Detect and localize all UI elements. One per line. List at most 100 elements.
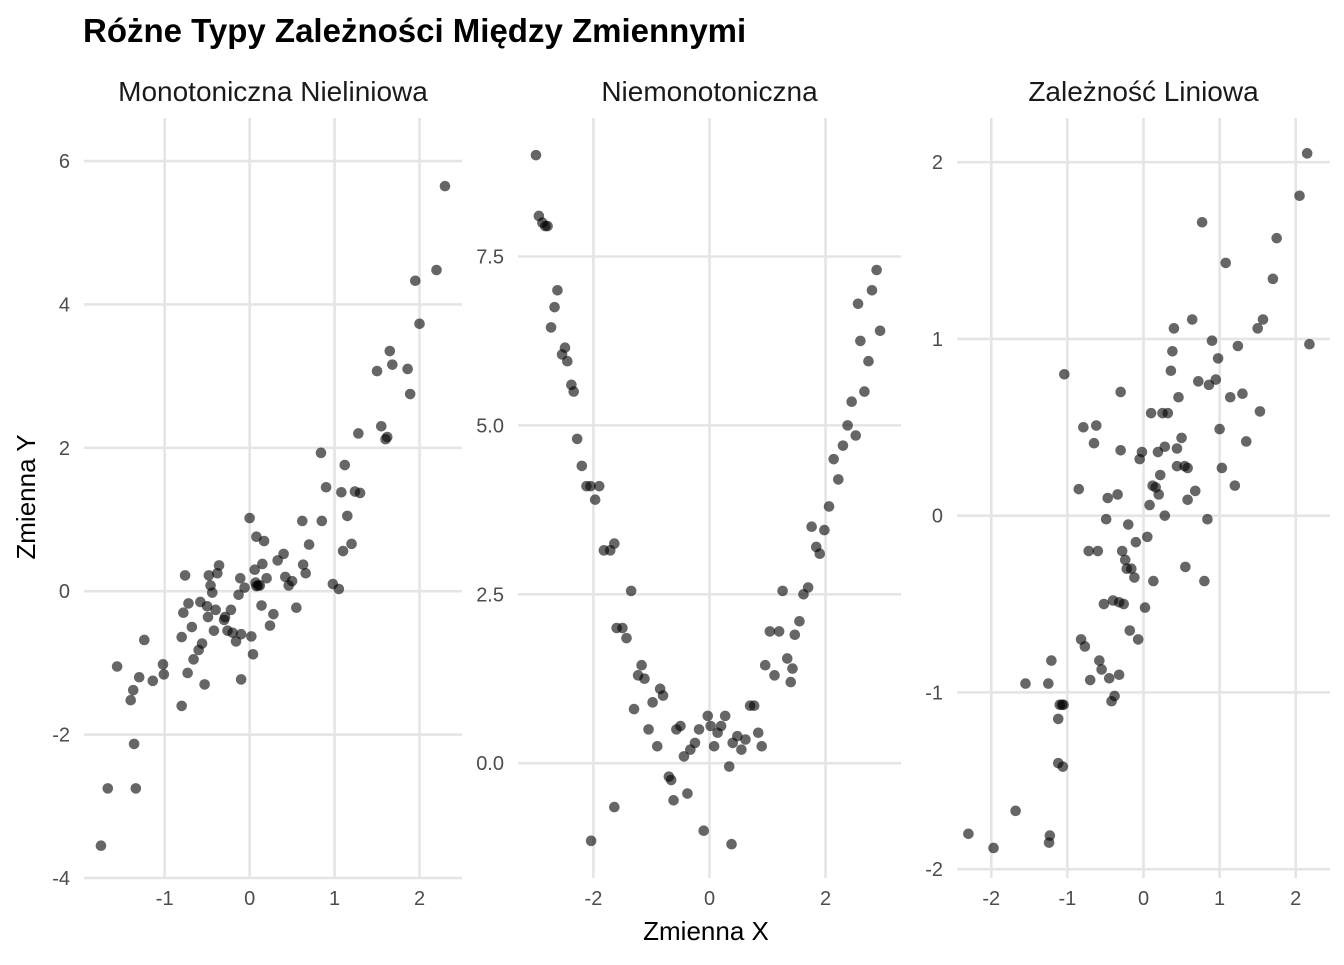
y-tick-label: 4 <box>59 294 70 316</box>
scatter-point <box>764 626 776 637</box>
scatter-point <box>1240 436 1252 447</box>
scatter-point <box>1044 830 1056 841</box>
scatter-point <box>178 607 189 619</box>
scatter-point <box>133 671 145 683</box>
scatter-point <box>1159 441 1171 453</box>
scatter-point <box>609 801 620 813</box>
scatter-point <box>300 567 312 579</box>
scatter-point <box>234 573 246 584</box>
scatter-point <box>384 345 396 357</box>
scatter-point <box>702 710 714 722</box>
scatter-point <box>1257 314 1269 325</box>
scatter-point <box>1145 407 1157 419</box>
scatter-point <box>1176 432 1187 444</box>
chart-title: Różne Typy Zależności Między Zmiennymi <box>83 12 746 49</box>
scatter-point <box>261 573 272 584</box>
scatter-point <box>199 679 210 690</box>
scatter-point <box>559 342 571 353</box>
scatter-point <box>1220 257 1232 269</box>
scatter-point <box>1132 634 1144 645</box>
scatter-point <box>693 724 705 735</box>
scatter-point <box>202 611 214 623</box>
scatter-point <box>781 653 793 664</box>
scatter-point <box>404 388 416 400</box>
x-tick-label: 0 <box>244 888 255 910</box>
scatter-point <box>158 669 170 680</box>
scatter-point <box>682 788 693 799</box>
scatter-point <box>1073 483 1085 495</box>
scatter-point <box>1103 672 1115 684</box>
x-tick-label: 1 <box>1214 888 1225 910</box>
y-tick-label: -1 <box>925 682 943 704</box>
scatter-point <box>333 583 345 595</box>
scatter-point <box>297 559 309 570</box>
scatter-point <box>182 667 193 679</box>
scatter-point <box>552 284 563 296</box>
scatter-point <box>833 474 844 485</box>
y-tick-label: -2 <box>925 859 943 881</box>
scatter-point <box>147 675 159 687</box>
scatter-point <box>837 440 849 451</box>
scatter-point <box>1084 674 1096 686</box>
scatter-point <box>233 589 244 601</box>
scatter-point <box>1129 572 1140 583</box>
scatter-point <box>777 585 788 597</box>
scatter-point <box>562 355 573 367</box>
x-tick-label: 0 <box>1138 888 1149 910</box>
scatter-point <box>268 608 279 620</box>
facet-title: Zależność Liniowa <box>1028 76 1259 107</box>
scatter-point <box>1154 469 1166 481</box>
scatter-point <box>698 825 709 837</box>
scatter-point <box>402 363 413 375</box>
scatter-point <box>1098 598 1110 610</box>
scatter-point <box>678 751 690 762</box>
scatter-point <box>1182 494 1193 506</box>
scatter-point <box>814 548 826 560</box>
scatter-point <box>342 510 353 522</box>
scatter-point <box>1059 368 1070 380</box>
scatter-point <box>1126 563 1137 574</box>
scatter-point <box>1173 391 1184 403</box>
scatter-point <box>871 264 882 276</box>
scatter-point <box>1301 148 1313 159</box>
scatter-point <box>219 611 231 623</box>
scatter-point <box>139 634 150 646</box>
scatter-point <box>785 676 797 688</box>
scatter-point <box>1130 536 1142 548</box>
y-tick-label: 1 <box>932 329 943 351</box>
scatter-point <box>719 710 731 722</box>
y-tick-label: 2 <box>59 438 70 460</box>
scatter-point <box>196 638 208 649</box>
scatter-point <box>859 386 870 397</box>
scatter-point <box>1147 480 1158 491</box>
scatter-point <box>1079 641 1091 652</box>
scatter-point <box>1254 406 1266 417</box>
scatter-point <box>303 539 315 550</box>
x-tick-label: 2 <box>1290 888 1301 910</box>
scatter-point <box>278 548 289 560</box>
scatter-point <box>657 690 669 701</box>
scatter-point <box>244 512 255 524</box>
scatter-point <box>802 582 814 593</box>
scatter-point <box>176 631 187 643</box>
scatter-point <box>675 720 686 732</box>
scatter-point <box>1088 437 1100 449</box>
scatter-point <box>1116 545 1128 557</box>
x-tick-label: 2 <box>820 888 831 910</box>
scatter-point <box>549 301 560 313</box>
scatter-point <box>1078 422 1089 433</box>
scatter-point <box>1171 443 1183 454</box>
scatter-point <box>227 627 238 639</box>
scatter-point <box>828 453 839 465</box>
x-tick-label: -2 <box>982 888 1000 910</box>
facet-panel-2: Niemonotoniczna -2 0 2 0.0 2.5 5.0 7.5 <box>476 76 901 910</box>
scatter-point <box>625 585 637 597</box>
scatter-point <box>752 727 764 739</box>
scatter-point <box>665 774 677 786</box>
scatter-point <box>376 421 387 432</box>
scatter-point <box>176 700 187 712</box>
y-tick-label: -2 <box>52 725 70 747</box>
scatter-point <box>1182 462 1193 474</box>
scatter-point <box>651 740 663 752</box>
